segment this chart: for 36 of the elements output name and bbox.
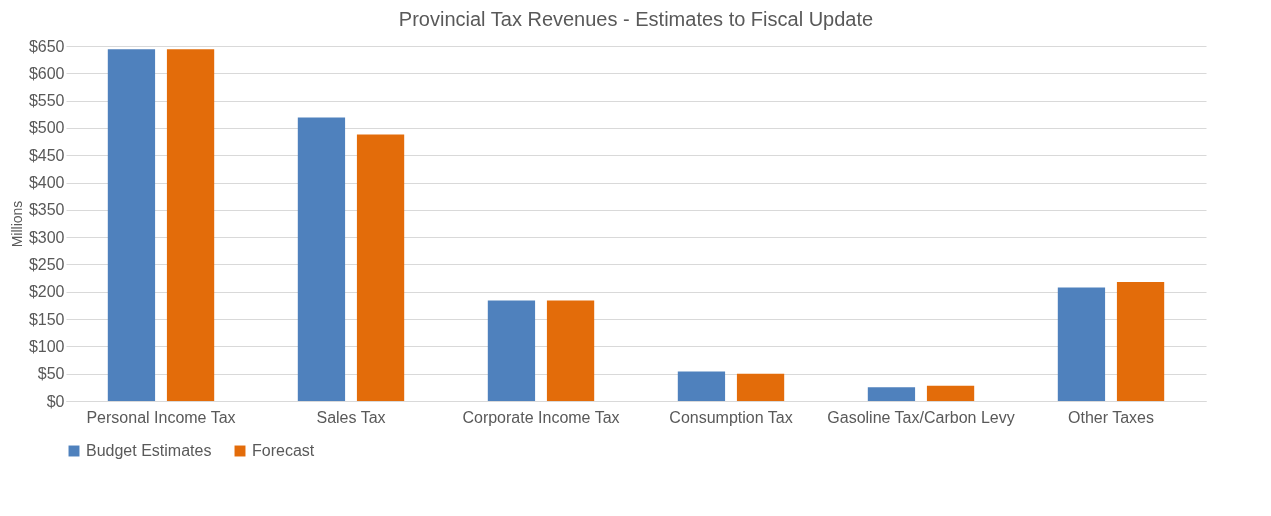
y-tick-label: $250 xyxy=(28,255,65,273)
bar xyxy=(736,373,785,401)
y-tick-label: $300 xyxy=(28,228,65,246)
legend-label: Budget Estimates xyxy=(86,442,212,459)
x-tick-label: Consumption Tax xyxy=(669,408,793,426)
y-tick-label: $650 xyxy=(28,37,65,55)
y-tick-label: $350 xyxy=(28,201,65,219)
x-tick-label: Gasoline Tax/Carbon Levy xyxy=(827,408,1015,426)
bar xyxy=(677,371,726,401)
bar xyxy=(546,300,595,401)
bar xyxy=(1116,281,1165,401)
bar xyxy=(487,300,536,401)
x-tick-label: Corporate Income Tax xyxy=(462,408,620,426)
bar xyxy=(1057,287,1106,401)
y-tick-label: $100 xyxy=(28,337,65,355)
y-tick-label: $200 xyxy=(28,283,65,301)
x-tick-label: Other Taxes xyxy=(1068,408,1154,426)
y-tick-label: $0 xyxy=(46,392,65,410)
bar xyxy=(926,385,975,401)
bar xyxy=(107,49,156,401)
bar xyxy=(356,134,405,401)
y-tick-label: $400 xyxy=(28,174,65,192)
y-tick-label: $150 xyxy=(28,310,65,328)
chart-title: Provincial Tax Revenues - Estimates to Fiscal Update xyxy=(398,8,874,30)
legend-label: Forecast xyxy=(252,442,315,459)
bar xyxy=(297,117,346,401)
y-tick-label: $600 xyxy=(28,64,65,82)
y-tick-label: $450 xyxy=(28,146,65,164)
y-tick-label: $550 xyxy=(28,92,65,110)
bar xyxy=(166,49,215,401)
bar xyxy=(867,387,916,401)
y-tick-label: $500 xyxy=(28,119,65,137)
x-tick-label: Sales Tax xyxy=(316,408,386,426)
y-tick-label: $50 xyxy=(37,365,65,383)
x-tick-label: Personal Income Tax xyxy=(86,408,236,426)
y-axis-title: Millions xyxy=(8,200,25,248)
